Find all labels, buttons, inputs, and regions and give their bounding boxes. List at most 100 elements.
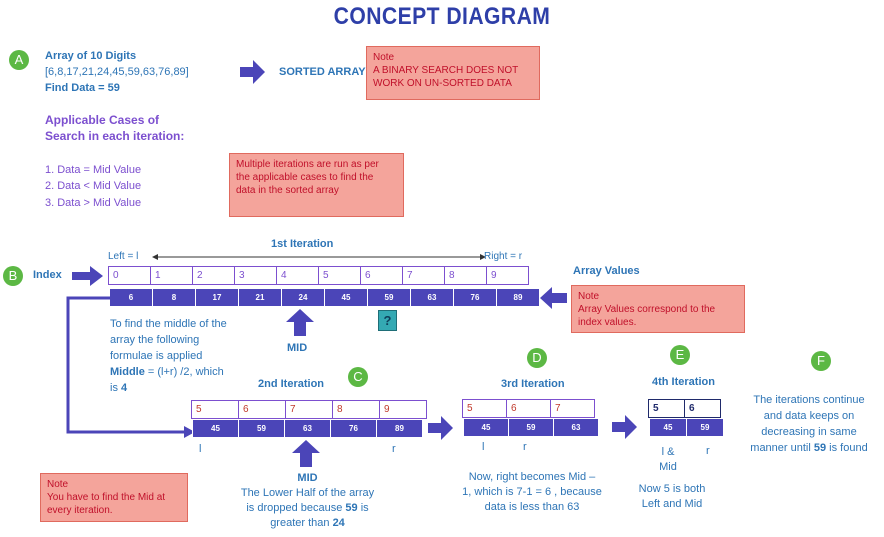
index-cell: 3 [234,266,277,285]
explain-line: data is less than 63 [484,501,580,513]
explain-line: and data keeps on [763,410,855,422]
value-cell: 21 [238,289,281,306]
value-cell: 45 [324,289,367,306]
index-cell: 4 [276,266,319,285]
marker-a: A [9,50,29,70]
left-label: Left = l [108,251,139,262]
note-head: Note [578,291,600,302]
explain-bold: 24 [332,517,345,529]
marker-e: E [670,345,690,365]
value-cell: 63 [553,419,598,436]
case-item: 2. Data < Mid Value [45,180,142,192]
marker-d: D [527,348,547,368]
right-arrow-icon [428,416,453,440]
middle-word: Middle [110,366,145,378]
explain-line: Middle = (l+r) /2, which [110,364,227,380]
left-arrow-icon [540,287,567,309]
explain-line: Now 5 is both [638,483,706,495]
index-cell: 6 [360,266,403,285]
cases-title: Applicable Cases of [45,113,160,127]
note-line: Array Values correspond to the [578,304,716,315]
value-cell: 89 [496,289,539,306]
explain-bold: 59 [345,502,358,514]
explain-line: greater than 24 [230,516,385,531]
note-line: data in the sorted array [236,185,339,196]
final-explanation: The iterations continue and data keeps o… [738,392,880,456]
page-title: CONCEPT DIAGRAM [333,3,551,30]
index-cell: 7 [550,399,595,418]
index-cell: 9 [379,400,427,419]
value-cell: 76 [453,289,496,306]
explain-text: greater than [270,517,333,529]
array-values-label: Array Values [573,265,640,277]
note-iterations: Multiple iterations are run as per the a… [229,153,404,217]
explain-line: The iterations continue [753,394,865,406]
iteration-2-label: 2nd Iteration [258,378,325,390]
value-cell: 63 [410,289,453,306]
iteration-1-label: 1st Iteration [271,238,334,250]
up-arrow-icon [286,309,314,336]
explain-line: 1, which is 7-1 = 6 , because [462,486,602,498]
explain-line: Now, right becomes Mid – [468,471,596,483]
right-marker: r [392,443,396,455]
explain-line: formulae is applied [110,350,203,362]
index-cell: 6 [238,400,286,419]
value-cell: 45 [463,419,508,436]
index-cell: 6 [684,399,721,418]
value-cell: 45 [192,420,238,437]
explain-line: Left and Mid [641,498,703,510]
index-cell: 8 [332,400,380,419]
note-line: index values. [578,317,637,328]
middle-value: 4 [121,382,128,394]
value-cell: 59 [508,419,553,436]
value-cell: 63 [284,420,330,437]
array-title: Array of 10 Digits [45,50,137,62]
case-item: 3. Data > Mid Value [45,197,142,209]
iter4-value-row: 45 59 [649,419,723,436]
iter3-value-row: 45 59 63 [463,419,598,436]
explain-line: To find the middle of the [110,318,227,330]
range-arrow-icon [152,254,486,260]
iteration-4-label: 4th Iteration [652,376,715,388]
index-label: Index [33,269,62,281]
value-cell: 24 [281,289,324,306]
right-marker: r [523,441,527,453]
value-cell: 59 [686,419,723,436]
note-array-values: Note Array Values correspond to the inde… [571,285,745,333]
question-icon: ? [378,310,397,331]
marker-f: F [811,351,831,371]
explain-text: is [110,382,121,394]
sorted-array-label: SORTED ARRAY [279,66,366,78]
up-arrow-icon [292,440,320,467]
mid-label: MID [297,472,318,484]
explain-text: is dropped because [246,502,346,514]
explain-bold: 59 [813,442,827,454]
value-cell: 76 [330,420,376,437]
value-cell: 59 [238,420,284,437]
iter1-value-row: 6 8 17 21 24 45 59 63 76 89 [109,289,539,306]
index-cell: 9 [486,266,529,285]
value-cell: 89 [376,420,422,437]
note-head: Note [47,479,69,490]
explain-text: = (l+r) /2, which [144,366,224,378]
mid-label: MID [287,342,308,354]
explain-line: manner until 59 is found [738,440,880,456]
right-arrow-icon [72,266,103,286]
marker-c: C [348,367,368,387]
note-line: A BINARY SEARCH DOES NOT [373,65,519,76]
value-cell: 8 [152,289,195,306]
connector-arrow-icon [66,296,195,438]
explain-text: manner until [750,442,814,454]
index-cell: 2 [192,266,235,285]
find-data: Find Data = 59 [45,82,120,94]
explain-line: is 4 [110,380,227,396]
case-item: 1. Data = Mid Value [45,164,142,176]
value-cell: 59 [367,289,410,306]
index-cell: 7 [402,266,445,285]
right-label: Right = r [484,251,523,262]
index-cell: 7 [285,400,333,419]
value-cell: 17 [195,289,238,306]
